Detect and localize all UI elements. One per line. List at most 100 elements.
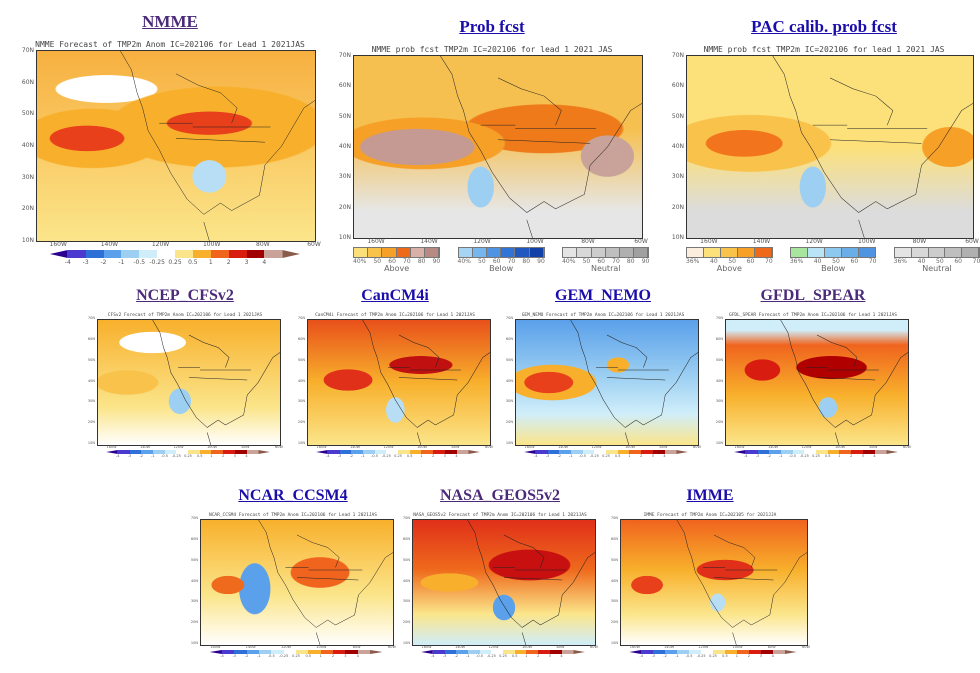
map-caption: GEM_NEMO Forecast of TMP2m Anom IC=20210… bbox=[521, 313, 685, 318]
colorbar-swatch bbox=[192, 250, 211, 258]
map-panel-imme: IMME IMME Forecast of TMP2m Anom IC=20210… bbox=[610, 487, 810, 668]
colorbar-label: 3 bbox=[759, 654, 762, 658]
colorbar-label: -0.25 bbox=[149, 259, 165, 266]
colorbar-swatch bbox=[264, 250, 283, 258]
lon-label: 140W bbox=[767, 445, 779, 449]
lon-label: 120W bbox=[805, 238, 823, 245]
colorbar-label: 3 bbox=[443, 454, 446, 458]
model-link-gem[interactable]: GEM_NEMO bbox=[555, 287, 651, 304]
colorbar-label: 36% bbox=[893, 258, 907, 265]
colorbar-swatch bbox=[962, 248, 980, 257]
colorbar-label: -0.5 bbox=[476, 654, 484, 658]
colorbar-swatch bbox=[641, 450, 653, 454]
model-link-gfdl[interactable]: GFDL_SPEAR bbox=[760, 287, 866, 304]
lon-label: 120W bbox=[488, 645, 499, 649]
lat-label: 40N bbox=[21, 142, 34, 149]
colorbar-category: Above bbox=[384, 264, 410, 273]
colorbar-swatch bbox=[339, 450, 352, 454]
lat-label: 70N bbox=[297, 316, 305, 320]
lat-label: 70N bbox=[338, 52, 351, 59]
colorbar-swatch bbox=[228, 250, 247, 258]
colorbar-label: 0.5 bbox=[824, 454, 831, 458]
lon-label: 100W bbox=[202, 241, 221, 248]
colorbar-label: -4 bbox=[639, 654, 644, 658]
colorbar-label: 1 bbox=[210, 454, 213, 458]
colorbar-label: -0.25 bbox=[171, 454, 181, 458]
colorbar-label: 50 bbox=[832, 258, 840, 265]
colorbar-label: 50 bbox=[936, 258, 944, 265]
colorbar-label: 3 bbox=[233, 454, 236, 458]
colorbar-swatch bbox=[486, 248, 502, 257]
colorbar-swatch bbox=[503, 650, 515, 654]
forecast-map-image[interactable] bbox=[686, 55, 974, 239]
colorbar-swatch bbox=[175, 250, 193, 258]
model-link-prob[interactable]: Prob fcst bbox=[459, 17, 525, 36]
model-link-ncar[interactable]: NCAR_CCSM4 bbox=[238, 487, 348, 504]
colorbar-label: -4 bbox=[116, 454, 120, 458]
colorbar-label: 4 bbox=[245, 454, 248, 458]
colorbar-swatch bbox=[129, 450, 142, 454]
colorbar-label: -1 bbox=[675, 654, 679, 658]
colorbar-swatch bbox=[501, 248, 516, 257]
colorbar-category: Above bbox=[716, 264, 742, 273]
lat-label: 70N bbox=[21, 47, 34, 54]
map-caption: CanCM4i Forecast of TMP2m Anom IC=202106… bbox=[315, 313, 475, 318]
model-link-cfs[interactable]: NCEP_CFSv2 bbox=[136, 287, 234, 304]
forecast-map-image[interactable] bbox=[353, 55, 643, 239]
colorbar-label: -2 bbox=[557, 454, 561, 458]
colorbar-swatch bbox=[928, 248, 946, 257]
colorbar-swatch bbox=[282, 250, 301, 258]
lon-label: 100W bbox=[858, 238, 876, 245]
lat-label: 60N bbox=[21, 78, 34, 86]
colorbar-label: 2 bbox=[221, 454, 225, 458]
colorbar-label: 0.25 bbox=[292, 654, 300, 658]
lat-label: 20N bbox=[715, 420, 723, 425]
model-link-pac[interactable]: PAC calib. prob fcst bbox=[751, 17, 897, 36]
colorbar-swatch bbox=[629, 450, 642, 454]
lat-label: 60N bbox=[297, 336, 305, 341]
model-link-nasa[interactable]: NASA_GEOS5v2 bbox=[439, 487, 561, 504]
colorbar-label: -0.25 bbox=[589, 454, 599, 458]
forecast-map-image[interactable] bbox=[36, 50, 316, 242]
forecast-map-image[interactable] bbox=[725, 319, 909, 446]
model-link-nmme[interactable]: NMME bbox=[142, 12, 198, 31]
prob-colorbar-above: 40% 50 60 70 80 90 Above bbox=[353, 247, 441, 273]
lat-label: 40N bbox=[715, 378, 723, 383]
forecast-map-image[interactable] bbox=[412, 519, 596, 646]
lat-label: 40N bbox=[338, 143, 351, 150]
forecast-map-image[interactable] bbox=[515, 319, 699, 446]
colorbar-swatch bbox=[760, 650, 773, 654]
lon-label: 140W bbox=[349, 445, 361, 449]
colorbar-swatch bbox=[780, 450, 793, 454]
lon-label: 100W bbox=[416, 445, 428, 449]
colorbar-swatch bbox=[653, 650, 666, 654]
colorbar-swatch bbox=[398, 450, 410, 454]
colorbar-label: 60 bbox=[388, 258, 396, 265]
colorbar-swatch bbox=[199, 450, 212, 454]
colorbar-swatch bbox=[221, 650, 235, 654]
colorbar-label: 90 bbox=[432, 258, 441, 265]
colorbar-label: -2 bbox=[663, 654, 667, 658]
colorbar-swatch bbox=[103, 250, 122, 258]
lat-label: 50N bbox=[610, 557, 618, 562]
model-link-can[interactable]: CanCM4i bbox=[361, 287, 429, 304]
colorbar-swatch bbox=[246, 250, 265, 258]
colorbar-swatch bbox=[283, 650, 296, 654]
forecast-map-image[interactable] bbox=[97, 319, 281, 446]
prob-colorbar-above: 36% 40 50 60 70 Above bbox=[686, 247, 773, 273]
colorbar-label: 4 bbox=[356, 654, 359, 658]
lat-label: 30N bbox=[715, 399, 723, 404]
colorbar-swatch bbox=[421, 450, 434, 454]
colorbar-label: 40% bbox=[562, 258, 576, 265]
colorbar-label: -0.25 bbox=[799, 454, 809, 458]
lat-label: 70N bbox=[505, 316, 513, 320]
colorbar-swatch bbox=[345, 650, 358, 654]
forecast-map-image[interactable] bbox=[200, 519, 394, 646]
forecast-map-image[interactable] bbox=[307, 319, 491, 446]
forecast-map-image[interactable] bbox=[620, 519, 808, 646]
colorbar-label: 40% bbox=[457, 258, 471, 265]
lat-label: 20N bbox=[297, 420, 305, 425]
colorbar-label: -1 bbox=[118, 259, 125, 266]
model-link-imme[interactable]: IMME bbox=[686, 487, 734, 504]
colorbar-swatch bbox=[188, 450, 200, 454]
